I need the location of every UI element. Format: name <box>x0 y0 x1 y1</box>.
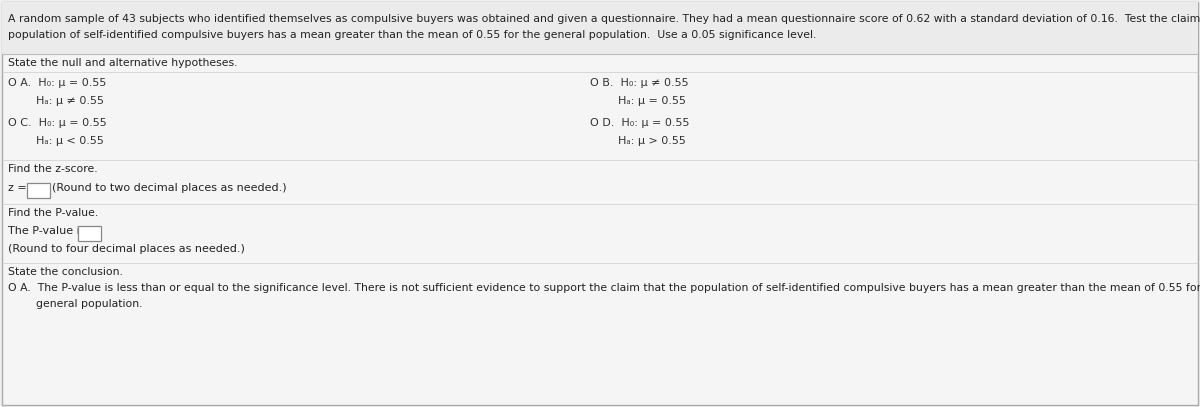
Text: population of self-identified compulsive buyers has a mean greater than the mean: population of self-identified compulsive… <box>8 30 816 40</box>
Text: (Round to four decimal places as needed.): (Round to four decimal places as needed.… <box>8 244 245 254</box>
Text: O D.  H₀: μ = 0.55: O D. H₀: μ = 0.55 <box>590 118 690 128</box>
Text: Hₐ: μ > 0.55: Hₐ: μ > 0.55 <box>590 136 686 146</box>
Text: O A.  H₀: μ = 0.55: O A. H₀: μ = 0.55 <box>8 78 107 88</box>
Text: O A.  The P-value is less than or equal to the significance level. There is not : O A. The P-value is less than or equal t… <box>8 283 1200 293</box>
FancyBboxPatch shape <box>78 225 101 241</box>
Text: O C.  H₀: μ = 0.55: O C. H₀: μ = 0.55 <box>8 118 107 128</box>
Text: (Round to two decimal places as needed.): (Round to two decimal places as needed.) <box>52 183 287 193</box>
Text: A random sample of 43 subjects who identified themselves as compulsive buyers wa: A random sample of 43 subjects who ident… <box>8 14 1200 24</box>
Text: State the conclusion.: State the conclusion. <box>8 267 122 277</box>
Text: Find the z-score.: Find the z-score. <box>8 164 97 174</box>
Text: Hₐ: μ = 0.55: Hₐ: μ = 0.55 <box>590 96 686 106</box>
Text: general population.: general population. <box>8 299 143 309</box>
Text: Hₐ: μ < 0.55: Hₐ: μ < 0.55 <box>8 136 104 146</box>
Text: The P-value is: The P-value is <box>8 226 89 236</box>
Text: z =: z = <box>8 183 30 193</box>
Text: Find the P-value.: Find the P-value. <box>8 208 98 218</box>
Text: State the null and alternative hypotheses.: State the null and alternative hypothese… <box>8 58 238 68</box>
FancyBboxPatch shape <box>2 2 1198 54</box>
Text: O B.  H₀: μ ≠ 0.55: O B. H₀: μ ≠ 0.55 <box>590 78 689 88</box>
FancyBboxPatch shape <box>26 182 49 197</box>
Text: Hₐ: μ ≠ 0.55: Hₐ: μ ≠ 0.55 <box>8 96 104 106</box>
